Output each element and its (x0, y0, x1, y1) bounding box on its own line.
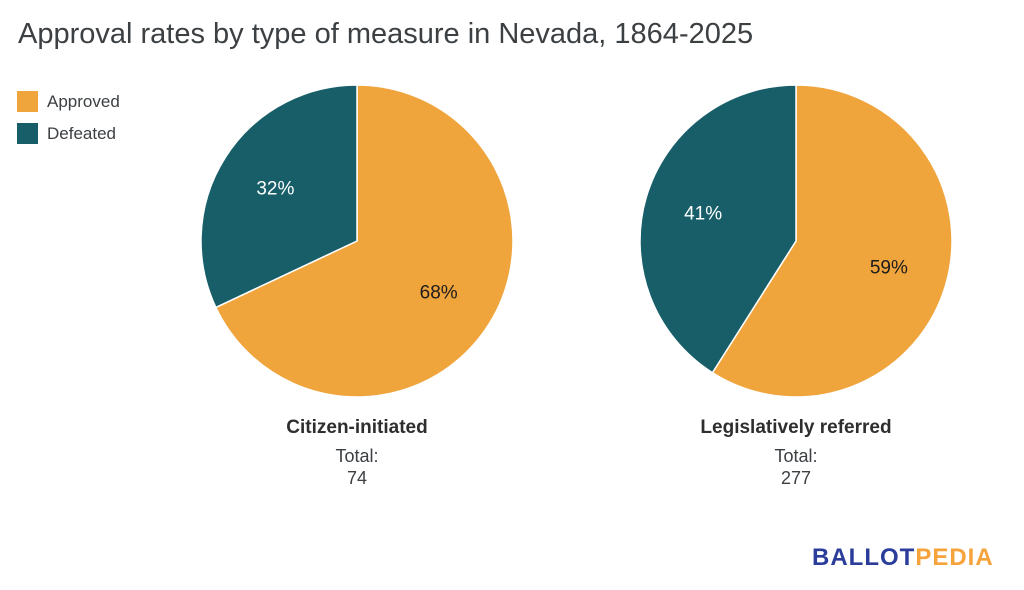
pie-slice-approved (215, 84, 514, 398)
logo-pedia-text: PEDIA (915, 544, 994, 571)
approved-color-swatch (17, 91, 38, 112)
caption-legislatively-referred: Legislatively referred Total: 277 (639, 417, 953, 489)
ballotpedia-logo: BALLOTPEDIA (812, 544, 994, 572)
pie-title-legislatively-referred: Legislatively referred (700, 417, 892, 438)
pie-chart-legislatively-referred: 59% 41% (639, 84, 953, 398)
pie-chart-citizen-initiated: 68% 32% (200, 84, 514, 398)
total-value-legislatively-referred: 277 (780, 468, 812, 488)
total-label-legislatively-referred: Total: (774, 446, 818, 466)
defeated-color-swatch (17, 123, 38, 144)
total-label-citizen-initiated: Total: (335, 446, 379, 466)
legend-item-approved: Approved (17, 91, 120, 112)
chart-title: Approval rates by type of measure in Nev… (18, 18, 754, 50)
logo-ballot-text: BALLOT (812, 544, 916, 571)
pie-slice-percent-label: 32% (256, 179, 294, 200)
caption-citizen-initiated: Citizen-initiated Total: 74 (200, 417, 514, 489)
pie-slice-defeated (200, 84, 358, 309)
pie-svg-legislatively-referred: 59% 41% (639, 84, 953, 398)
legend: Approved Defeated (17, 91, 120, 155)
pie-slice-percent-label: 59% (870, 257, 908, 278)
legend-label-approved: Approved (47, 91, 120, 111)
pie-slice-percent-label: 41% (684, 204, 722, 225)
legend-item-defeated: Defeated (17, 123, 120, 144)
pie-slice-percent-label: 68% (420, 282, 458, 303)
pie-svg-citizen-initiated: 68% 32% (200, 84, 514, 398)
legend-label-defeated: Defeated (47, 123, 116, 143)
pie-slice-defeated (639, 84, 797, 374)
total-value-citizen-initiated: 74 (346, 468, 368, 488)
pie-slice-approved (711, 84, 953, 398)
pie-title-citizen-initiated: Citizen-initiated (286, 417, 428, 438)
